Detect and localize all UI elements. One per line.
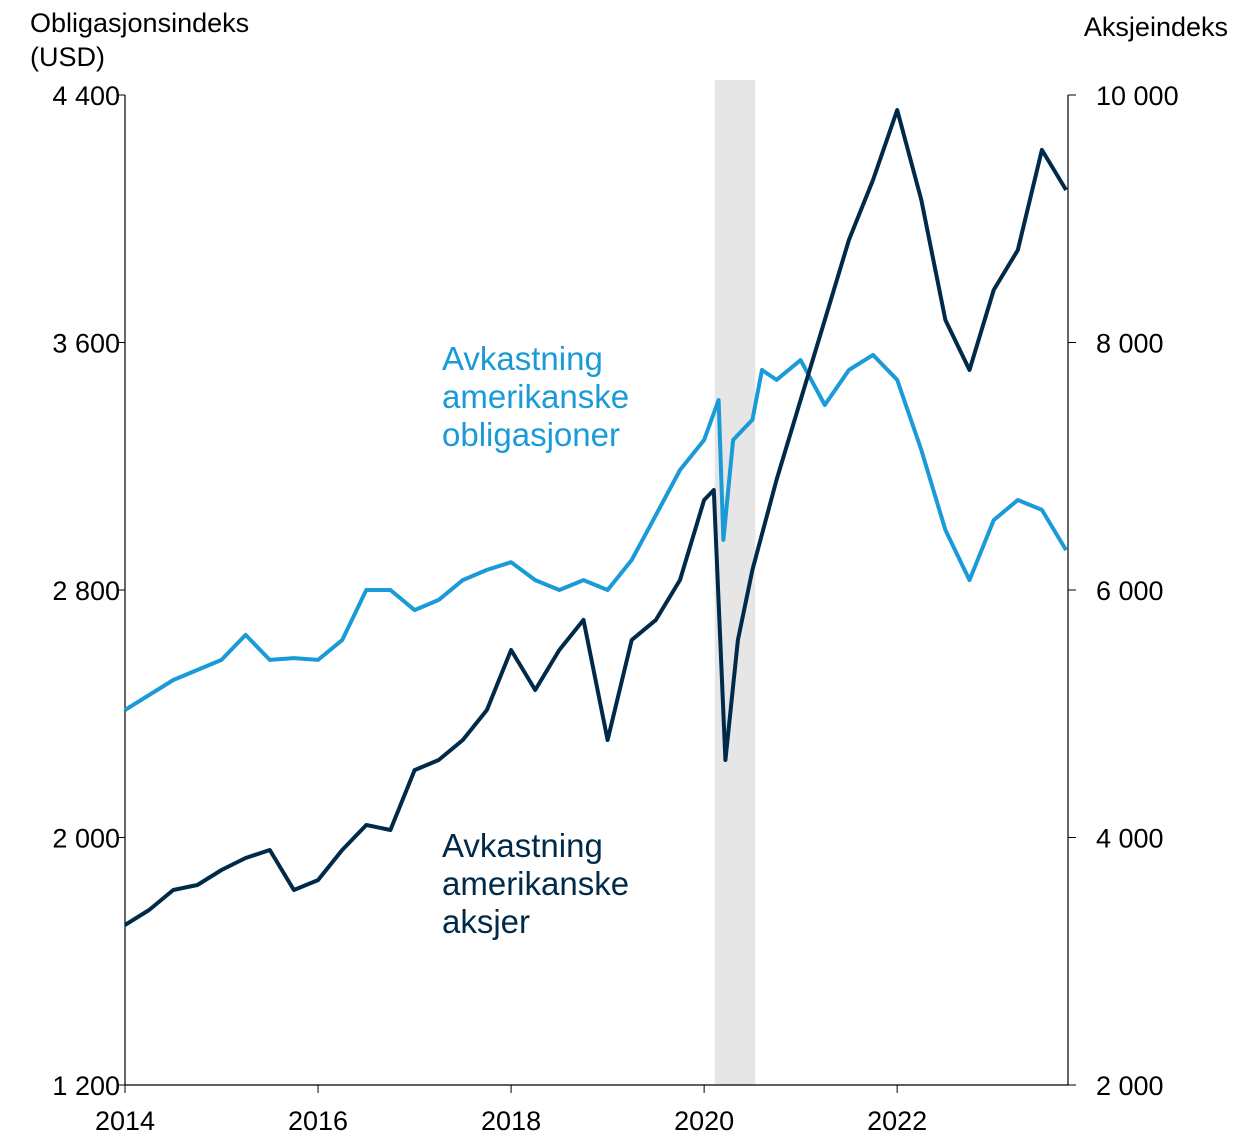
y-axis-label: Obligasjonsindeks [30,8,249,38]
series-line [123,108,1068,927]
x-tick-label: 2014 [95,1106,155,1136]
y-tick-label: 4 400 [52,81,120,111]
y2-tick-label: 6 000 [1096,576,1164,606]
series-label: Avkastning [442,340,603,377]
y-axis-label: (USD) [30,42,105,72]
y2-tick-label: 2 000 [1096,1071,1164,1101]
y2-tick-label: 4 000 [1096,824,1164,854]
y-tick-label: 3 600 [52,329,120,359]
x-tick-label: 2018 [481,1106,541,1136]
x-tick-label: 2022 [867,1106,927,1136]
y2-tick-label: 8 000 [1096,329,1164,359]
y-tick-label: 2 800 [52,576,120,606]
x-tick-label: 2020 [674,1106,734,1136]
x-tick-label: 2016 [288,1106,348,1136]
series-label: Avkastning [442,827,603,864]
series-label: obligasjoner [442,416,620,453]
y2-axis-label: Aksjeindeks [1084,12,1228,42]
y2-tick-label: 10 000 [1096,81,1179,111]
series-line [123,352,1068,712]
y-tick-label: 1 200 [52,1071,120,1101]
series-label: amerikanske [442,865,629,902]
y-tick-label: 2 000 [52,824,120,854]
series-label: amerikanske [442,378,629,415]
series-label: aksjer [442,903,530,940]
